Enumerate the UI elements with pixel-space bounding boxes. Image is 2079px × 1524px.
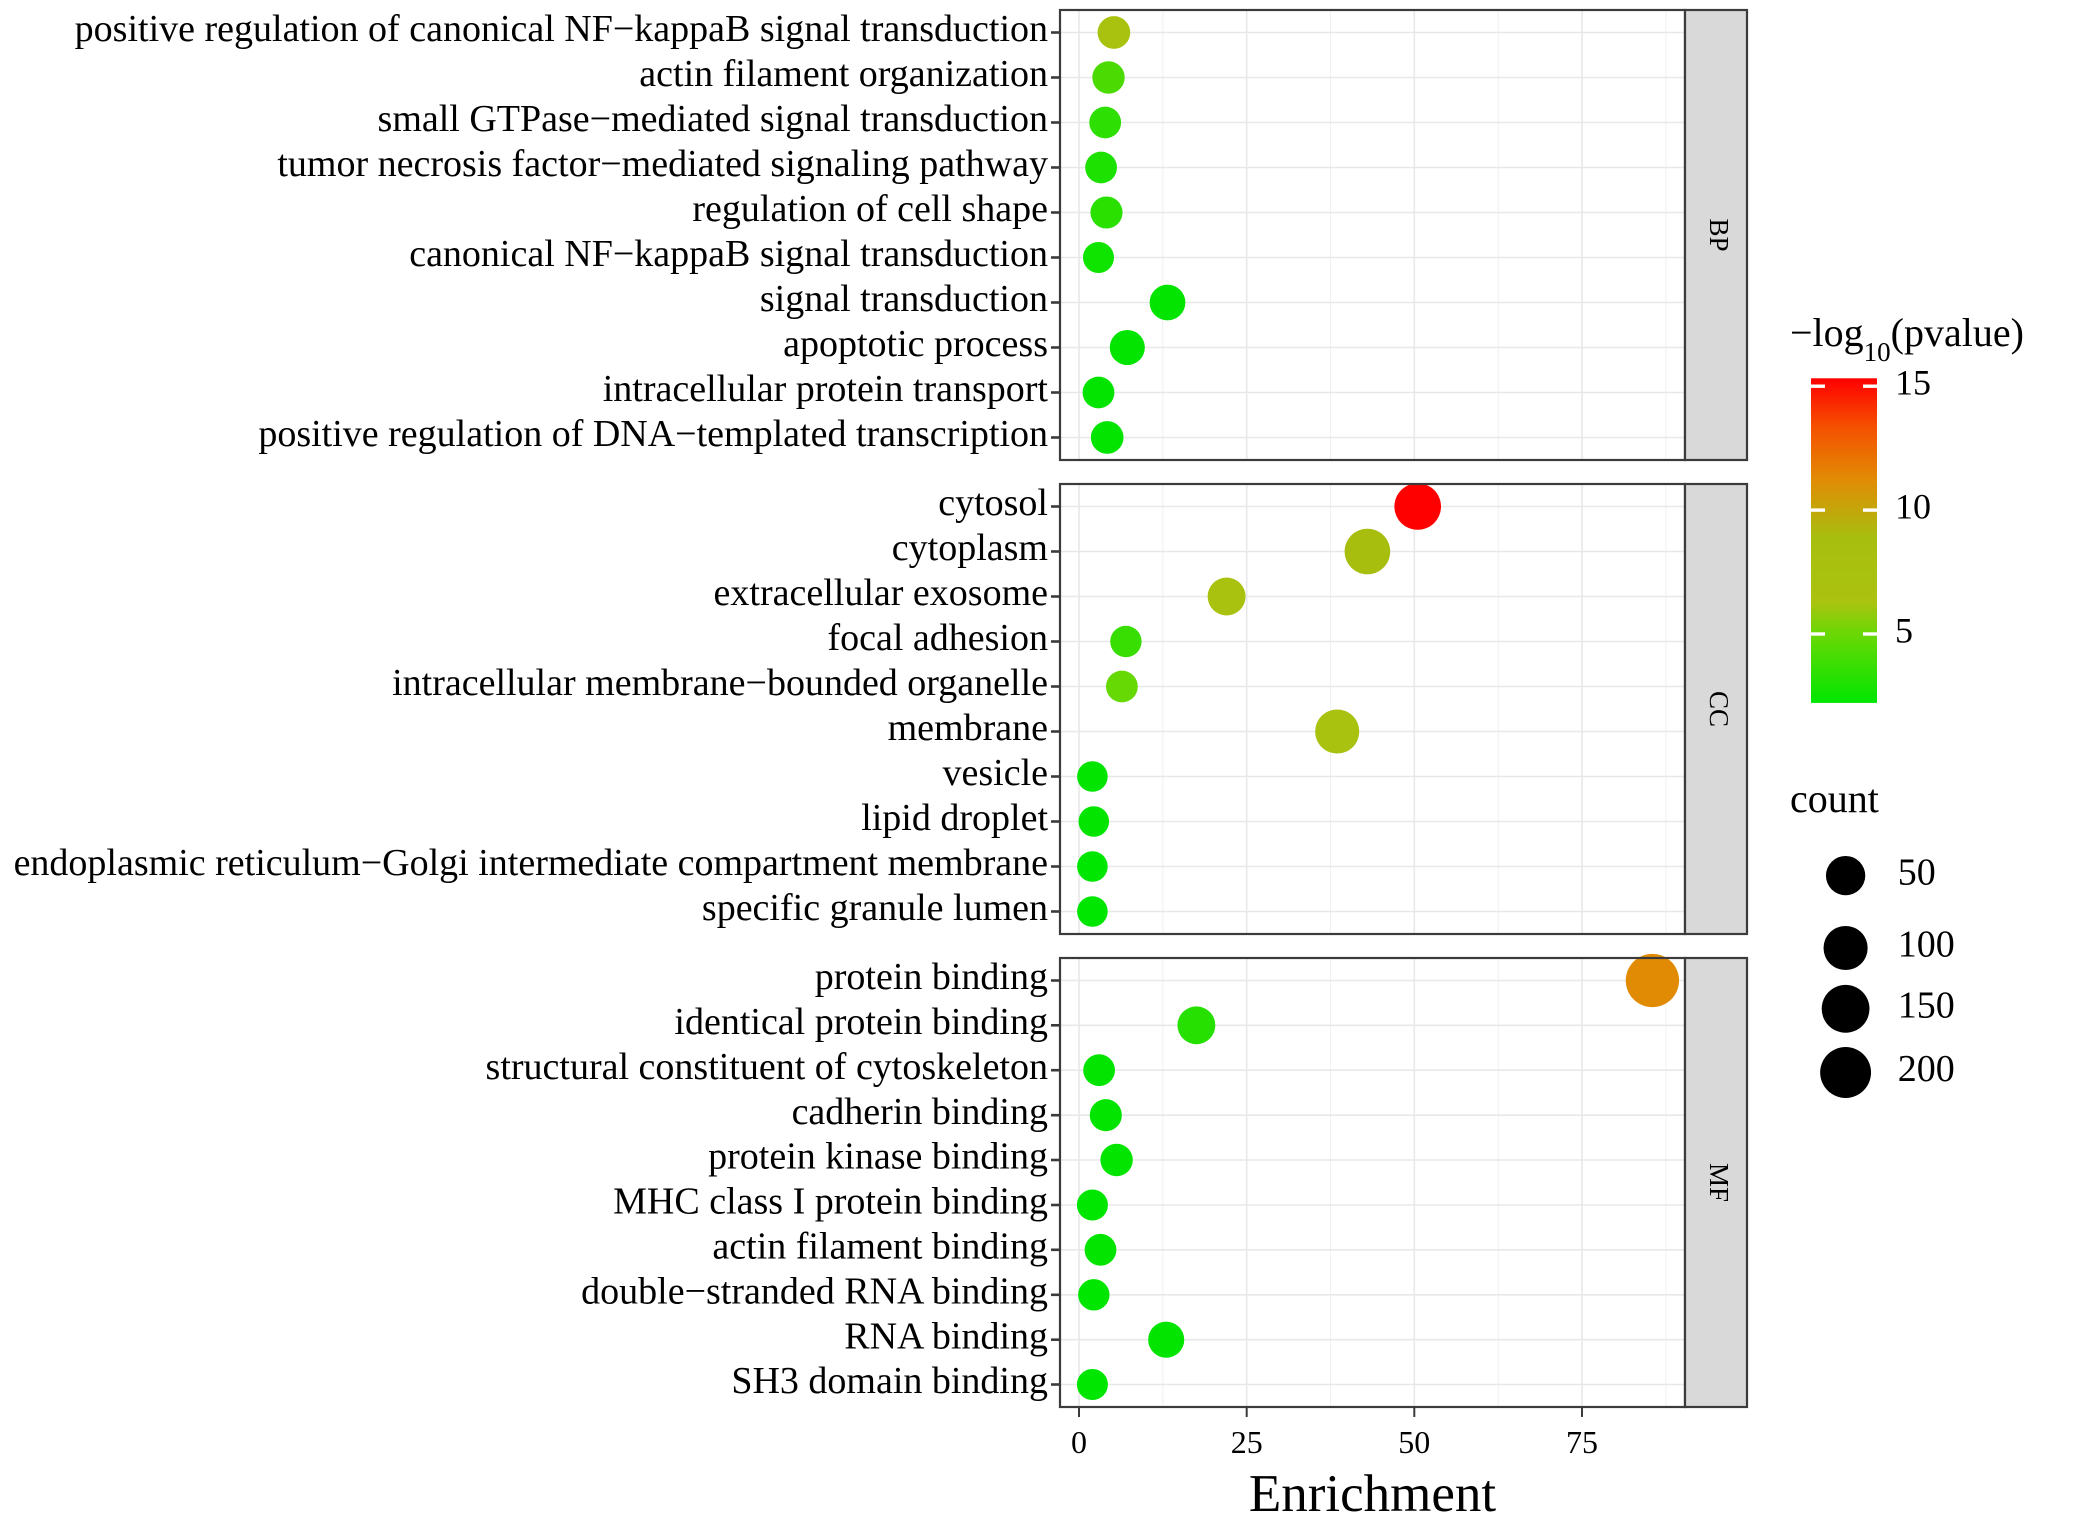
svg-text:MF: MF	[1704, 1163, 1734, 1202]
svg-text:CC: CC	[1704, 691, 1734, 727]
svg-text:lipid droplet: lipid droplet	[861, 797, 1048, 839]
svg-text:count: count	[1790, 776, 1879, 821]
svg-text:25: 25	[1231, 1424, 1263, 1460]
svg-text:5: 5	[1895, 610, 1913, 650]
svg-text:0: 0	[1071, 1424, 1087, 1460]
svg-text:SH3 domain binding: SH3 domain binding	[731, 1360, 1048, 1402]
svg-text:focal adhesion: focal adhesion	[827, 617, 1048, 659]
svg-text:actin filament binding: actin filament binding	[712, 1226, 1048, 1268]
svg-text:intracellular membrane−bounded: intracellular membrane−bounded organelle	[392, 662, 1048, 704]
svg-text:positive regulation of DNA−tem: positive regulation of DNA−templated tra…	[258, 413, 1048, 455]
svg-text:75: 75	[1566, 1424, 1598, 1460]
svg-text:50: 50	[1898, 851, 1936, 893]
svg-text:100: 100	[1898, 924, 1955, 966]
svg-text:membrane: membrane	[888, 707, 1048, 749]
svg-text:apoptotic process: apoptotic process	[783, 323, 1048, 365]
svg-text:200: 200	[1898, 1048, 1955, 1090]
svg-text:signal transduction: signal transduction	[760, 278, 1048, 320]
svg-text:protein kinase binding: protein kinase binding	[708, 1136, 1048, 1178]
svg-text:intracellular protein transpor: intracellular protein transport	[603, 368, 1049, 410]
svg-text:extracellular exosome: extracellular exosome	[714, 572, 1048, 614]
svg-text:specific granule lumen: specific granule lumen	[702, 887, 1048, 929]
svg-text:10: 10	[1895, 486, 1931, 526]
svg-text:small GTPase−mediated signal t: small GTPase−mediated signal transductio…	[378, 98, 1048, 140]
svg-text:RNA binding: RNA binding	[844, 1315, 1048, 1357]
svg-text:50: 50	[1398, 1424, 1430, 1460]
svg-text:identical protein binding: identical protein binding	[674, 1001, 1048, 1043]
svg-text:cytoplasm: cytoplasm	[892, 527, 1048, 569]
svg-text:15: 15	[1895, 362, 1931, 402]
svg-text:150: 150	[1898, 985, 1955, 1027]
svg-text:protein binding: protein binding	[815, 956, 1048, 998]
svg-text:double−stranded RNA binding: double−stranded RNA binding	[581, 1271, 1048, 1313]
svg-text:vesicle: vesicle	[942, 752, 1048, 794]
svg-text:positive regulation of canonic: positive regulation of canonical NF−kapp…	[75, 8, 1048, 50]
svg-text:endoplasmic reticulum−Golgi in: endoplasmic reticulum−Golgi intermediate…	[14, 842, 1048, 884]
svg-text:BP: BP	[1704, 218, 1734, 251]
svg-text:regulation of cell shape: regulation of cell shape	[692, 188, 1048, 230]
svg-text:canonical NF−kappaB signal tra: canonical NF−kappaB signal transduction	[409, 233, 1048, 275]
svg-text:Enrichment: Enrichment	[1249, 1465, 1497, 1519]
svg-text:MHC class I protein binding: MHC class I protein binding	[613, 1181, 1048, 1223]
svg-text:cytosol: cytosol	[938, 482, 1048, 524]
svg-text:actin filament organization: actin filament organization	[639, 53, 1048, 95]
svg-text:structural constituent of cyto: structural constituent of cytoskeleton	[486, 1046, 1048, 1088]
svg-text:tumor necrosis factor−mediated: tumor necrosis factor−mediated signaling…	[277, 143, 1048, 185]
svg-text:cadherin binding: cadherin binding	[792, 1091, 1048, 1133]
